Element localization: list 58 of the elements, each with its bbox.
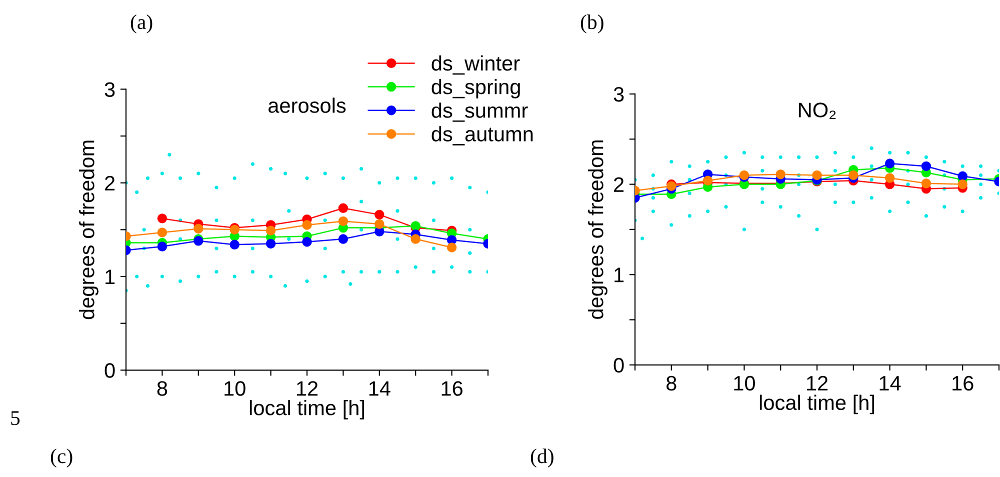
y-tick-label: 1 xyxy=(106,270,115,284)
y-tick-label: 0 xyxy=(104,363,115,378)
point xyxy=(410,234,420,244)
point xyxy=(776,169,786,180)
point xyxy=(884,158,895,168)
legend-label: ds_winter xyxy=(432,55,520,75)
x-tick-label: 14 xyxy=(369,381,390,396)
point xyxy=(812,170,822,180)
point xyxy=(958,179,968,190)
x-tick-label: 14 xyxy=(880,376,901,390)
point xyxy=(338,203,348,213)
x-axis-title: local time [h] xyxy=(760,394,874,414)
point xyxy=(884,173,895,183)
x-tick-label: 16 xyxy=(442,381,462,396)
point xyxy=(848,170,858,180)
y-axis-title: degrees of freedom xyxy=(588,140,608,319)
legend-label: ds_summr xyxy=(432,102,528,122)
x-tick-label: 12 xyxy=(297,381,318,396)
point xyxy=(302,220,312,230)
text: (a) xyxy=(130,14,152,34)
text: 5 xyxy=(11,411,20,426)
point xyxy=(266,238,276,249)
text: (d) xyxy=(530,448,554,468)
point xyxy=(958,171,968,182)
text: (c) xyxy=(50,448,72,468)
point xyxy=(921,178,932,188)
point xyxy=(374,210,384,220)
legend-label: ds_autumn xyxy=(432,126,533,146)
x-tick-label: 12 xyxy=(807,376,828,390)
x-tick-label: 8 xyxy=(157,381,168,396)
point xyxy=(157,214,168,224)
point xyxy=(266,226,276,236)
point xyxy=(446,242,457,252)
point xyxy=(338,234,348,244)
x-tick-label: 10 xyxy=(224,381,246,396)
point xyxy=(338,216,348,226)
point xyxy=(230,240,240,250)
x-tick-label: 10 xyxy=(734,376,755,391)
x-tick-label: 8 xyxy=(666,376,676,391)
text: (b) xyxy=(580,14,604,34)
x-tick-label: 16 xyxy=(952,376,974,391)
point xyxy=(157,228,168,238)
y-axis-title: degrees of freedom xyxy=(79,140,98,320)
point xyxy=(921,161,932,172)
x-axis-title: local time [h] xyxy=(250,400,364,420)
y-tick-label: 1 xyxy=(614,268,624,282)
y-tick-label: 2 xyxy=(105,176,115,190)
point xyxy=(157,242,168,252)
point xyxy=(302,236,312,247)
y-tick-label: 0 xyxy=(614,358,624,373)
y-tick-label: 2 xyxy=(614,177,624,192)
legend-label: ds_spring xyxy=(432,78,520,98)
point xyxy=(374,219,384,229)
y-tick-label: 3 xyxy=(614,86,624,102)
chart-title: aerosols xyxy=(268,98,346,113)
chart-title: NO₂ xyxy=(799,102,836,119)
y-tick-label: 3 xyxy=(104,82,115,97)
point xyxy=(194,224,204,234)
